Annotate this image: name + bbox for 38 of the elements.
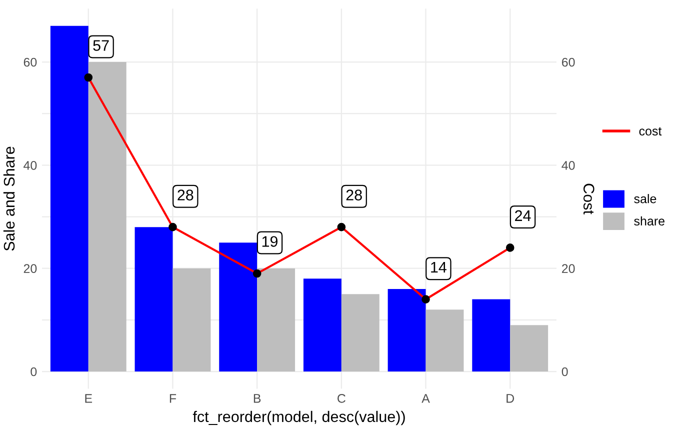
bar xyxy=(303,278,342,372)
bar xyxy=(510,325,548,372)
y-tick-label: 20 xyxy=(24,264,37,274)
bar xyxy=(388,288,426,372)
x-tick-label: D xyxy=(506,394,514,403)
y2-axis-title: Cost xyxy=(583,184,594,214)
data-label: 19 xyxy=(262,236,278,247)
bar xyxy=(88,62,126,372)
legend-label: sale xyxy=(634,194,656,204)
x-tick-label: F xyxy=(170,394,176,403)
x-tick-label: B xyxy=(254,394,261,403)
x-tick-label: A xyxy=(422,394,430,403)
bar xyxy=(50,26,88,372)
data-label: 28 xyxy=(346,190,362,200)
bar xyxy=(472,299,510,372)
x-tick-label: C xyxy=(338,394,346,403)
bar xyxy=(341,294,380,372)
y2-tick-label: 0 xyxy=(562,367,568,376)
bar xyxy=(426,310,464,372)
y-tick-label: 60 xyxy=(24,58,37,67)
y-axis-title: Sale and Share xyxy=(3,146,15,251)
y-tick-label: 40 xyxy=(24,160,37,170)
bar xyxy=(219,242,258,372)
y2-tick-label: 20 xyxy=(562,264,575,274)
data-label: 24 xyxy=(515,210,531,221)
data-label: 57 xyxy=(93,40,109,51)
y-tick-label: 0 xyxy=(30,367,37,376)
bar xyxy=(134,227,173,372)
bar xyxy=(257,268,296,372)
y2-tick-label: 60 xyxy=(562,58,575,67)
bar xyxy=(172,268,211,372)
data-label: 14 xyxy=(431,262,446,273)
x-axis-title: fct_reorder(model, desc(value)) xyxy=(192,410,405,426)
legend-label: share xyxy=(634,216,664,226)
legend-label: cost xyxy=(639,127,662,136)
x-tick-label: E xyxy=(85,394,92,403)
data-label: 28 xyxy=(178,190,194,200)
y2-tick-label: 40 xyxy=(562,160,575,170)
